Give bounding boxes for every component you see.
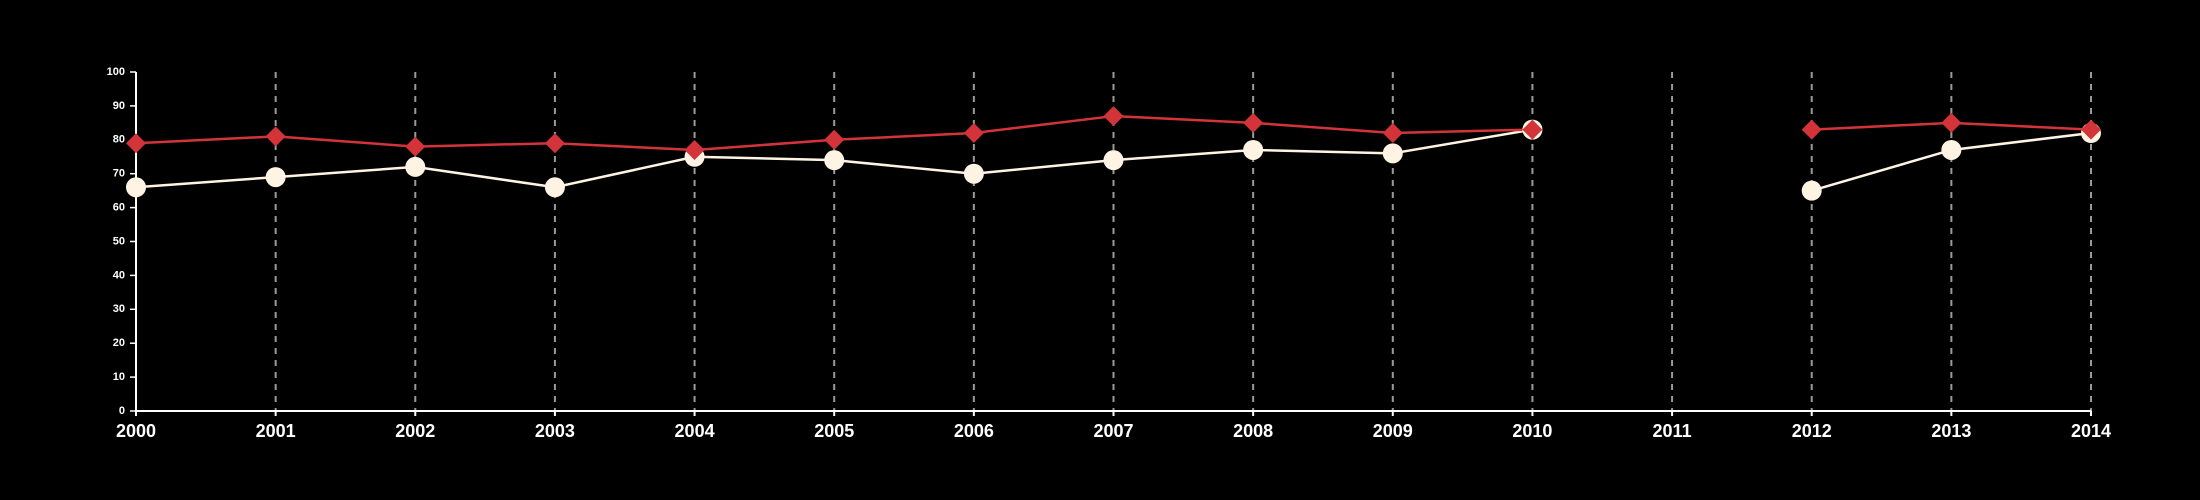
data-point (1801, 180, 1822, 201)
data-point (1522, 119, 1543, 140)
x-tick-label: 2005 (814, 421, 854, 441)
data-point (1243, 139, 1264, 160)
y-tick-label: 100 (107, 66, 125, 78)
x-tick-label: 2008 (1233, 421, 1273, 441)
data-point (1382, 143, 1403, 164)
y-tick-label: 30 (113, 303, 125, 315)
data-point (1801, 119, 1822, 140)
x-tick-label: 2012 (1792, 421, 1832, 441)
data-point (1941, 112, 1962, 133)
data-point (1382, 123, 1403, 144)
data-point (405, 136, 426, 157)
data-point (544, 177, 565, 198)
data-point (824, 150, 845, 171)
data-point (126, 177, 146, 198)
y-tick-label: 20 (113, 337, 125, 349)
y-tick-label: 40 (113, 269, 125, 281)
x-tick-label: 2002 (395, 421, 435, 441)
data-point (2081, 119, 2101, 140)
data-point (265, 167, 286, 188)
x-tick-label: 2006 (954, 421, 994, 441)
y-tick-label: 10 (113, 371, 125, 383)
x-tick-label: 2011 (1653, 421, 1692, 441)
x-tick-label: 2007 (1093, 421, 1133, 441)
y-tick-label: 70 (113, 168, 125, 180)
y-tick-label: 90 (113, 100, 125, 112)
x-tick-label: 2013 (1931, 421, 1971, 441)
x-tick-label: 2009 (1373, 421, 1413, 441)
y-tick-label: 60 (113, 202, 125, 214)
x-tick-label: 2001 (256, 421, 296, 441)
data-point (1941, 139, 1962, 160)
x-tick-label: 2014 (2071, 421, 2111, 441)
y-tick-label: 50 (113, 235, 125, 247)
y-tick-label: 0 (119, 405, 125, 417)
data-point (265, 126, 286, 147)
x-tick-label: 2010 (1512, 421, 1552, 441)
data-point (544, 133, 565, 154)
data-point (126, 133, 146, 154)
y-tick-label: 80 (113, 134, 125, 146)
data-point (1243, 112, 1264, 133)
data-point (405, 156, 426, 177)
data-point (684, 139, 705, 160)
x-tick-label: 2003 (535, 421, 575, 441)
data-point (1103, 150, 1124, 171)
data-point (963, 123, 984, 144)
data-point (963, 163, 984, 184)
x-tick-label: 2000 (116, 421, 156, 441)
data-point (824, 129, 845, 150)
x-tick-label: 2004 (675, 421, 715, 441)
data-point (1103, 106, 1124, 127)
